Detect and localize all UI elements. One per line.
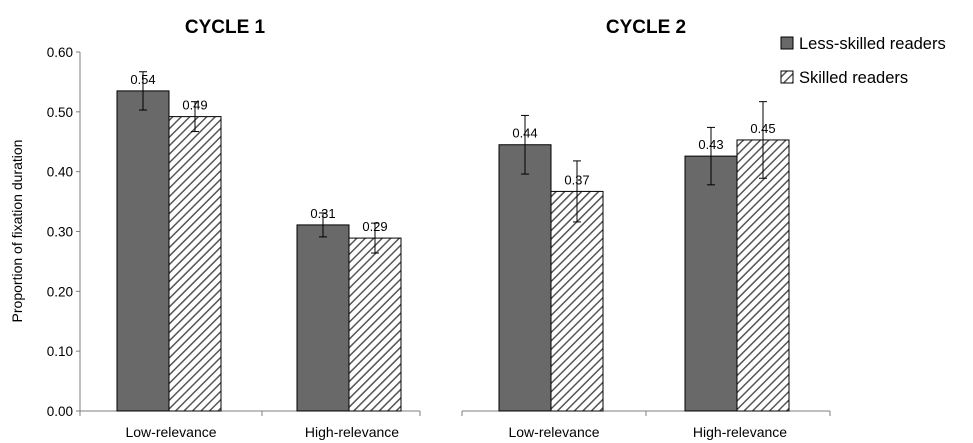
y-axis-label: Proportion of fixation duration	[9, 140, 25, 323]
legend-swatch-less-skilled	[780, 36, 794, 50]
error-bars	[139, 71, 767, 254]
legend-label-skilled: Skilled readers	[799, 69, 908, 87]
bar-less-skilled	[498, 144, 552, 412]
y-tick-label: 0.10	[47, 344, 73, 359]
category-label: Low-relevance	[125, 424, 216, 440]
y-tick-label: 0.50	[47, 105, 73, 120]
data-label: 0.45	[750, 121, 775, 136]
data-label: 0.37	[564, 172, 589, 187]
category-labels: Low-relevance High-relevance Low-relevance…	[125, 424, 787, 440]
data-label: 0.49	[182, 98, 207, 113]
category-label: Low-relevance	[508, 424, 599, 440]
data-label: 0.44	[512, 126, 537, 141]
data-label: 0.43	[698, 137, 723, 152]
bar-skilled	[550, 190, 604, 412]
bar-skilled	[736, 139, 790, 412]
y-tick-label: 0.40	[47, 165, 73, 180]
legend-label-less-skilled: Less-skilled readers	[799, 35, 946, 53]
y-tick-label: 0.60	[47, 45, 73, 60]
data-label: 0.31	[310, 206, 335, 221]
y-tick-label: 0.00	[47, 404, 73, 419]
data-label: 0.54	[130, 72, 155, 87]
legend-swatch-skilled	[780, 70, 794, 84]
data-labels: 0.54 0.49 0.31 0.29 0.44 0.37 0.43 0.45	[130, 72, 775, 234]
bars	[116, 90, 790, 412]
category-label: High-relevance	[693, 424, 787, 440]
y-tick-label: 0.20	[47, 284, 73, 299]
category-label: High-relevance	[305, 424, 399, 440]
bar-less-skilled	[684, 155, 738, 412]
panel-title-cycle-2: CYCLE 2	[606, 17, 686, 38]
panel-title-cycle-1: CYCLE 1	[185, 17, 266, 38]
bar-less-skilled	[116, 90, 170, 412]
y-axis-ticks: 0.00 0.10 0.20 0.30 0.40 0.50 0.60	[47, 45, 80, 419]
legend: Less-skilled readers Skilled readers	[780, 35, 946, 87]
data-label: 0.29	[362, 219, 387, 234]
y-tick-label: 0.30	[47, 225, 73, 240]
bar-skilled	[348, 237, 402, 412]
bar-less-skilled	[296, 224, 350, 412]
bar-skilled	[168, 116, 222, 412]
